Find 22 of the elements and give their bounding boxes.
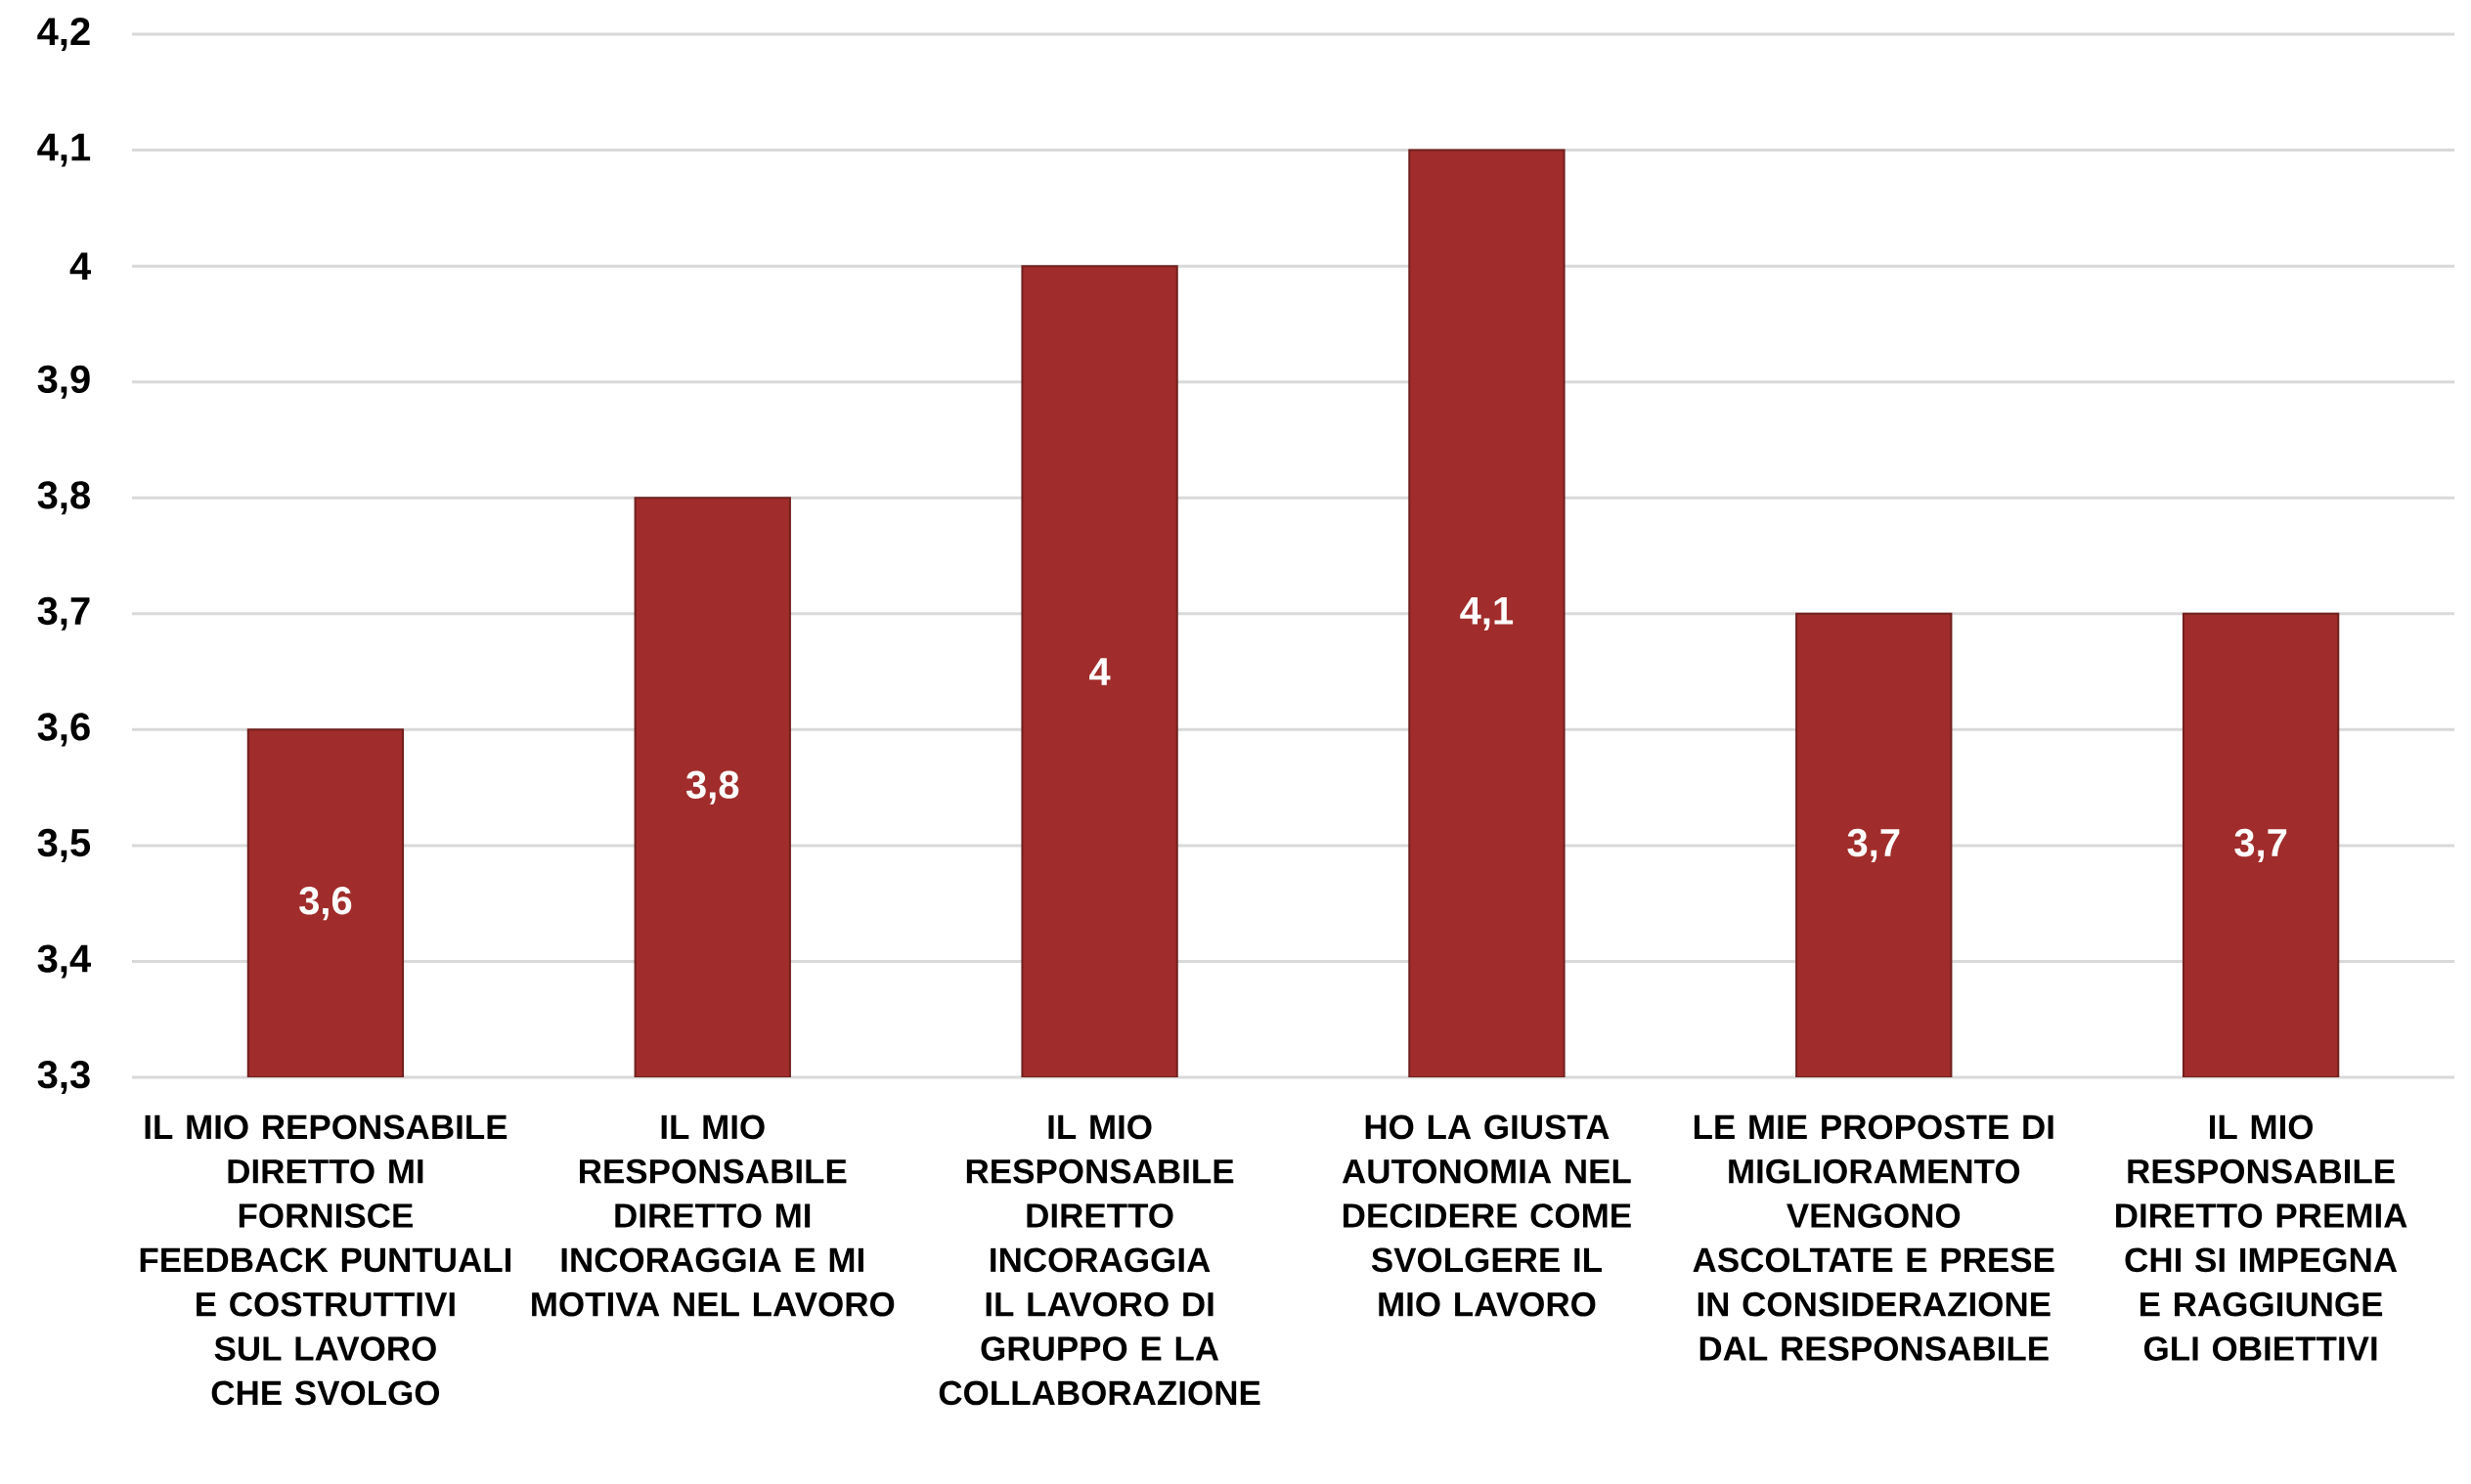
y-tick-label: 3,3 [37, 1060, 90, 1095]
y-tick-label: 3,5 [37, 828, 91, 862]
data-label: 3,8 [685, 770, 739, 805]
y-tick-label: 4,2 [37, 17, 90, 52]
y-tick-label: 4 [69, 252, 91, 280]
data-label: 4 [1089, 658, 1111, 685]
y-tick-label: 3,7 [37, 596, 90, 631]
y-tick-label: 3,6 [37, 713, 90, 747]
data-label: 3,7 [1847, 828, 1900, 862]
x-tick-label: IL MIO RESPONSABILE DIRETTO MI INCORAGGIA E MI MOTIVA NEL LAVORO [532, 1114, 895, 1317]
y-tick-label: 3,9 [37, 365, 90, 399]
x-tick-label: LE MIE PROPOSTE DI MIGLIORAMENTO VENGONO ASCOLTATE E PRESE IN CONSIDERAZIONE DAL RESPONSABILE [1693, 1114, 2054, 1361]
data-label: 4,1 [1460, 596, 1514, 631]
y-tick-label: 4,1 [37, 133, 91, 167]
x-tick-label: HO LA GIUSTA AUTONOMIA NEL DECIDERE COME SVOLGERE IL MIO LAVORO [1342, 1114, 1631, 1317]
x-tick-label: IL MIO RESPONSABILE DIRETTO INCORAGGIA IL LAVORO DI GRUPPO E LA COLLABORAZIONE [939, 1114, 1260, 1406]
x-tick-label: IL MIO RESPONSABILE DIRETTO PREMIA CHI SI IMPEGNA E RAGGIUNGE GLI OBIETTIVI [2116, 1114, 2407, 1361]
x-tick-label: IL MIO REPONSABILE DIRETTO MI FORNISCE FEEDBACK PUNTUALI E COSTRUTTIVI SUL LAVORO CHE SVOLGO [140, 1114, 511, 1406]
y-tick-label: 3,8 [37, 481, 90, 515]
y-tick-label: 3,4 [37, 944, 91, 979]
data-label: 3,6 [299, 887, 352, 921]
data-label: 3,7 [2234, 828, 2287, 862]
